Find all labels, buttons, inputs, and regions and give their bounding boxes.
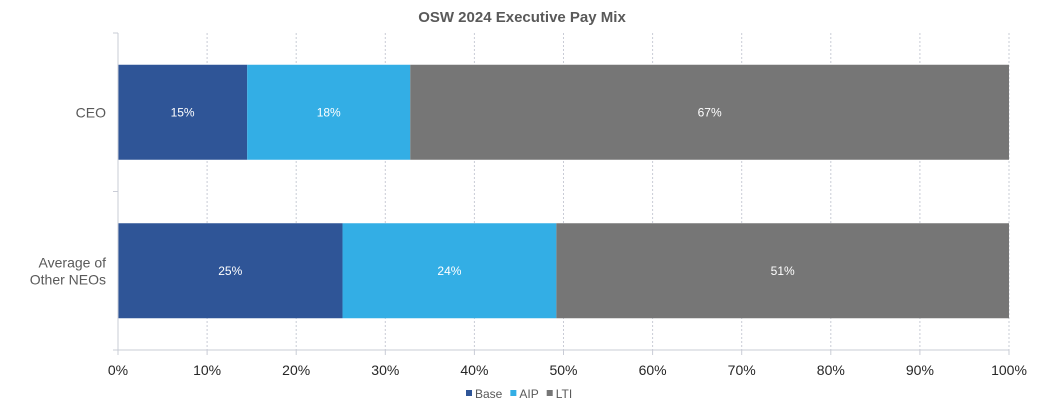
x-tick-label: 10% bbox=[193, 362, 221, 378]
x-tick-label: 80% bbox=[817, 362, 845, 378]
bar-base bbox=[118, 223, 343, 319]
x-tick-label: 60% bbox=[639, 362, 667, 378]
x-tick-label: 0% bbox=[108, 362, 128, 378]
legend-swatch-base bbox=[466, 390, 472, 396]
bar-aip bbox=[247, 64, 411, 160]
bar-lti bbox=[556, 223, 1009, 319]
data-label: 15% bbox=[171, 105, 195, 119]
axes: 0% 10% 20% 30% 40% 50% 60% 70% 80% 90% 100% CEO Aver… bbox=[30, 32, 1027, 378]
legend: Base AIP LTI bbox=[466, 387, 572, 401]
chart-title: OSW 2024 Executive Pay Mix bbox=[418, 9, 626, 26]
x-tick-label: 70% bbox=[728, 362, 756, 378]
legend-swatch-lti bbox=[546, 390, 553, 396]
category-label: Average of bbox=[39, 254, 107, 270]
bar-base bbox=[118, 64, 248, 160]
category-label: Other NEOs bbox=[30, 271, 106, 287]
data-label: 18% bbox=[317, 105, 341, 119]
x-tick-label: 30% bbox=[371, 362, 399, 378]
legend-label: LTI bbox=[556, 387, 572, 401]
x-tick-label: 40% bbox=[460, 362, 488, 378]
bar-lti bbox=[410, 64, 1009, 160]
x-tick-label: 90% bbox=[906, 362, 934, 378]
data-label: 25% bbox=[218, 264, 242, 278]
x-tick-label: 20% bbox=[282, 362, 310, 378]
bars: 15% 18% 67% 25% 24% 51% bbox=[118, 64, 1009, 319]
bar-aip bbox=[342, 223, 557, 319]
data-label: 51% bbox=[771, 264, 795, 278]
legend-label: AIP bbox=[519, 387, 538, 401]
x-tick-label: 50% bbox=[549, 362, 577, 378]
x-tick-label: 100% bbox=[991, 362, 1027, 378]
category-label: CEO bbox=[76, 104, 106, 120]
legend-swatch-aip bbox=[510, 390, 517, 396]
data-label: 24% bbox=[437, 264, 461, 278]
data-label: 67% bbox=[698, 105, 722, 119]
legend-label: Base bbox=[475, 387, 503, 401]
